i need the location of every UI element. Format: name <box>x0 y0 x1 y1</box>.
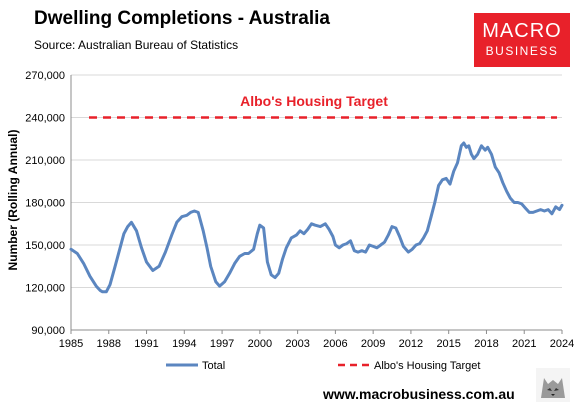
wolf-logo-icon <box>536 368 570 402</box>
y-tick-label: 240,000 <box>25 113 65 125</box>
x-tick-label: 2015 <box>436 338 460 350</box>
x-tick-label: 1988 <box>97 338 121 350</box>
series-line-total <box>69 141 564 294</box>
x-tick-label: 2000 <box>248 338 272 350</box>
y-tick-label: 150,000 <box>25 240 65 252</box>
y-tick-label: 90,000 <box>31 325 65 337</box>
x-tick-label: 2003 <box>285 338 309 350</box>
x-tick-label: 1991 <box>134 338 158 350</box>
macrobusiness-logo: MACRO BUSINESS <box>474 13 570 67</box>
legend-label-total: Total <box>202 360 225 372</box>
legend-label-target: Albo's Housing Target <box>374 360 480 372</box>
y-axis-label: Number (Rolling Annual) <box>6 130 20 271</box>
logo-line-2: BUSINESS <box>485 44 559 58</box>
website-url[interactable]: www.macrobusiness.com.au <box>323 386 515 402</box>
x-tick-label: 2024 <box>550 338 574 350</box>
x-tick-label: 2018 <box>474 338 498 350</box>
y-tick-label: 120,000 <box>25 283 65 295</box>
x-tick-label: 2009 <box>361 338 385 350</box>
x-tick-label: 1985 <box>59 338 83 350</box>
target-annotation: Albo's Housing Target <box>240 93 388 109</box>
x-tick-label: 2021 <box>512 338 536 350</box>
x-tick-label: 1997 <box>210 338 234 350</box>
x-tick-label: 2006 <box>323 338 347 350</box>
y-tick-label: 210,000 <box>25 155 65 167</box>
x-tick-label: 2012 <box>399 338 423 350</box>
chart-title: Dwelling Completions - Australia <box>34 8 330 29</box>
y-tick-label: 180,000 <box>25 198 65 210</box>
x-tick-label: 1994 <box>172 338 196 350</box>
chart-source: Source: Australian Bureau of Statistics <box>34 38 239 52</box>
logo-line-1: MACRO <box>482 20 562 42</box>
y-tick-label: 270,000 <box>25 70 65 82</box>
